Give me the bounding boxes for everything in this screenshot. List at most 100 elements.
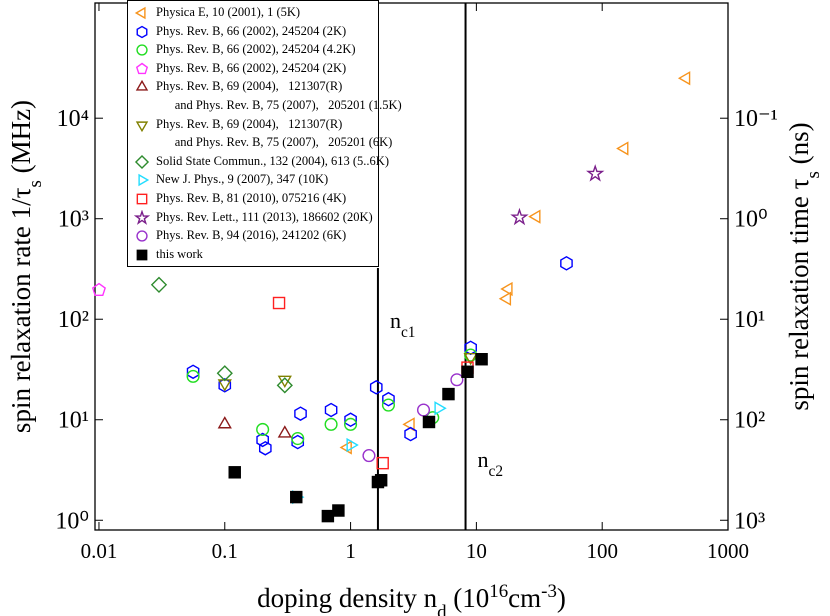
critical-density-label: nc1 xyxy=(390,308,416,341)
legend-label: Phys. Rev. B, 81 (2010), 075216 (4K) xyxy=(156,190,347,205)
data-point xyxy=(290,490,303,504)
data-point xyxy=(324,417,338,431)
label-part: spin relaxation rate 1/τ xyxy=(6,187,36,433)
plot-frame xyxy=(94,2,729,531)
label-part: cm xyxy=(508,583,541,613)
marker xyxy=(136,193,148,205)
y-tick-label: 10⁰ xyxy=(55,508,89,534)
legend-label: Phys. Rev. B, 66 (2002), 245204 (2K) xyxy=(156,23,347,38)
data-point xyxy=(324,402,338,418)
legend-marker xyxy=(135,80,149,91)
y2-tick-label: 10⁰ xyxy=(734,207,768,233)
data-point xyxy=(217,416,232,429)
y2-tick-label: 10² xyxy=(734,408,765,434)
x-tick-label: 10 xyxy=(466,539,487,563)
data-point xyxy=(339,440,352,455)
data-point xyxy=(422,415,436,429)
data-point xyxy=(216,365,233,382)
legend-entry: Phys. Rev. B, 94 (2016), 241202 (6K) xyxy=(128,226,378,245)
label-part: s xyxy=(25,180,46,187)
label-part: (MHz) xyxy=(6,100,36,180)
data-point xyxy=(256,432,269,448)
label-part: (ns) xyxy=(784,122,814,171)
legend-label: Phys. Rev. Lett., 111 (2013), 186602 (20… xyxy=(156,209,373,224)
x-tick-label: 1 xyxy=(345,539,356,563)
legend-entry: New J. Phys., 9 (2007), 347 (10K) xyxy=(128,170,378,189)
data-point xyxy=(498,291,512,306)
legend-entry: this work xyxy=(128,245,378,264)
data-point xyxy=(218,378,232,393)
data-point xyxy=(272,296,286,310)
y-axis-label: spin relaxation rate 1/τs (MHz) xyxy=(6,100,46,433)
x-axis-label: doping density nd (1016cm-3) xyxy=(257,581,566,616)
legend-label: Phys. Rev. B, 69 (2004), 121307(R) and P… xyxy=(156,79,402,112)
legend-marker xyxy=(136,249,148,261)
legend-marker xyxy=(134,154,150,169)
legend-entry: Phys. Rev. B, 69 (2004), 121307(R) and P… xyxy=(128,77,402,114)
label-part: d xyxy=(437,602,447,616)
data-point xyxy=(402,417,415,432)
legend-marker xyxy=(136,44,148,56)
data-point xyxy=(374,474,388,487)
label-part: n xyxy=(390,308,401,333)
legend-entry: Phys. Rev. B, 66 (2002), 245204 (4.2K) xyxy=(128,40,378,59)
data-point xyxy=(376,456,389,470)
data-point xyxy=(464,340,477,356)
label-part: -3 xyxy=(541,581,557,602)
data-point xyxy=(256,422,270,437)
y2-tick-label: 10⁻¹ xyxy=(734,106,778,132)
data-point xyxy=(463,352,478,366)
label-part: n xyxy=(478,447,489,472)
y-tick-label: 10³ xyxy=(58,207,89,233)
data-point xyxy=(186,364,200,380)
marker xyxy=(135,120,149,132)
label-part: (10 xyxy=(447,583,490,613)
data-point xyxy=(510,207,529,226)
y-tick-label: 10¹ xyxy=(58,408,89,434)
legend-marker xyxy=(136,193,148,205)
legend-entry: Solid State Commun., 132 (2004), 613 (5.… xyxy=(128,152,389,171)
x-tick-label: 100 xyxy=(586,539,618,563)
data-point xyxy=(362,449,376,463)
data-point xyxy=(344,417,358,431)
data-point xyxy=(91,282,106,297)
marker xyxy=(134,209,150,225)
legend-entry: Phys. Rev. Lett., 111 (2013), 186602 (20… xyxy=(128,208,378,227)
marker xyxy=(134,154,150,169)
data-point xyxy=(346,437,359,453)
data-point xyxy=(586,164,605,182)
data-point xyxy=(321,509,335,523)
legend-entry: Phys. Rev. B, 66 (2002), 245204 (2K) xyxy=(128,59,378,78)
data-point xyxy=(416,403,431,417)
legend-entry: Phys. Rev. B, 69 (2004), 121307(R) and P… xyxy=(128,115,392,152)
data-point xyxy=(381,398,396,412)
x-tick-label: 0.1 xyxy=(212,539,238,563)
legend-entry: Phys. Rev. B, 66 (2002), 245204 (2K) xyxy=(128,22,378,41)
data-point xyxy=(291,431,305,446)
legend-entry: Phys. Rev. B, 81 (2010), 075216 (4K) xyxy=(128,189,378,208)
label-part: doping density n xyxy=(257,583,437,613)
legend-label: Phys. Rev. B, 66 (2002), 245204 (4.2K) xyxy=(156,42,356,57)
legend-marker xyxy=(134,209,150,225)
legend-label: Physica E, 10 (2001), 1 (5K) xyxy=(156,5,301,19)
marker xyxy=(136,25,148,38)
legend-marker xyxy=(135,62,149,74)
data-point xyxy=(228,466,241,479)
legend-marker xyxy=(136,25,148,38)
y2-axis-label: spin relaxation time τs (ns) xyxy=(784,122,824,410)
legend-marker xyxy=(136,230,148,242)
data-point xyxy=(560,256,573,271)
label-part: c2 xyxy=(489,463,504,480)
legend-marker xyxy=(138,174,150,187)
label-part: spin relaxation time τ xyxy=(784,178,814,410)
legend: Physica E, 10 (2001), 1 (5K) Phys. Rev. B… xyxy=(127,0,402,268)
data-point xyxy=(332,504,345,517)
data-point xyxy=(677,71,691,86)
label-part: ) xyxy=(557,583,566,613)
data-point xyxy=(344,412,357,428)
x-tick-label: 0.01 xyxy=(81,539,118,563)
legend-label: Solid State Commun., 132 (2004), 613 (5.… xyxy=(156,153,389,168)
label-part: c1 xyxy=(401,324,416,341)
data-point xyxy=(404,426,417,442)
